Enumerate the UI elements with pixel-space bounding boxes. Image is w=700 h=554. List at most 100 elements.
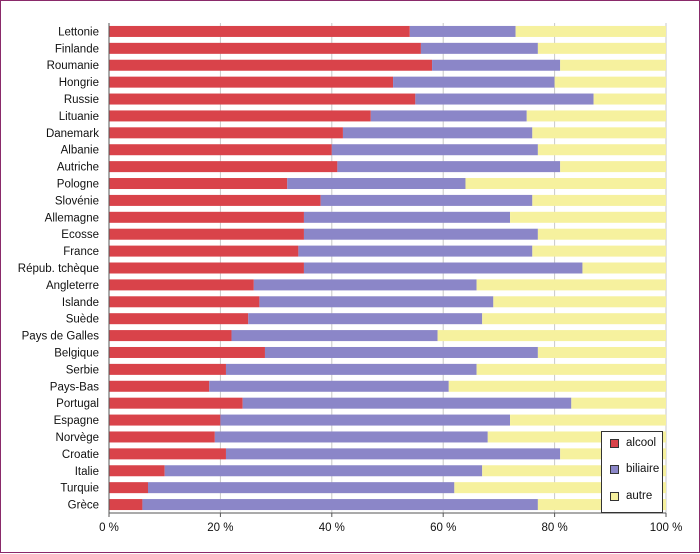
category-label: Roumanie [47,60,99,72]
bar-segment-alcool [109,296,260,308]
category-label: Pays de Galles [22,331,100,343]
bar-segment-alcool [109,499,143,511]
bar-segment-alcool [109,59,433,71]
x-tick-label: 40 % [319,522,345,534]
legend-item-autre: autre [610,489,652,503]
bar-segment-biliaire [342,127,533,139]
bar-segment-alcool [109,414,221,426]
bar-segment-autre [532,127,666,139]
bar-segment-biliaire [337,161,561,173]
bar-segment-biliaire [248,313,483,325]
bar-segment-biliaire [147,482,455,494]
bar-segment-alcool [109,211,304,223]
bar-segment-alcool [109,110,371,122]
bar-segment-autre [571,397,666,409]
bar-segment-biliaire [214,431,488,443]
category-label: Russie [64,94,99,106]
bar-segment-biliaire [259,296,494,308]
bar-segment-autre [526,110,666,122]
bar-segment-alcool [109,144,332,156]
bar-segment-autre [476,279,666,291]
bar-segment-alcool [109,245,299,257]
bar-segment-autre [476,363,666,375]
bar-segment-autre [537,228,666,240]
category-label: Turquie [60,483,99,495]
bar-segment-biliaire [225,363,477,375]
bar-segment-biliaire [220,414,511,426]
bar-segment-biliaire [303,211,511,223]
bar-segment-autre [532,245,666,257]
bar-segment-autre [554,76,666,88]
category-label: Suède [66,314,99,326]
x-tick-label: 100 % [650,522,683,534]
bar-segment-autre [510,211,666,223]
bar-segment-alcool [109,330,232,342]
category-label: Lettonie [58,26,99,38]
category-label: Allemagne [45,212,99,224]
bar-segment-biliaire [264,346,538,358]
bars [109,25,666,511]
category-label: Ecosse [61,229,99,241]
bar-segment-autre [582,262,666,274]
bar-segment-autre [465,178,666,190]
bar-segment-biliaire [303,262,583,274]
bar-segment-autre [537,42,666,54]
category-label: Finlande [55,43,99,55]
category-label: Serbie [66,364,99,376]
category-label: Portugal [56,398,99,410]
bar-segment-biliaire [298,245,533,257]
category-label: Lituanie [59,111,99,123]
bar-segment-biliaire [370,110,527,122]
bar-segment-autre [515,25,666,37]
legend: alcool biliaire autre [601,431,663,513]
category-labels: Lettonie Finlande Roumanie Hongrie Russie Lit… [18,26,99,511]
bar-segment-alcool [109,228,304,240]
category-label: Angleterre [46,280,99,292]
bar-segment-autre [482,313,666,325]
bar-segment-autre [482,465,666,477]
category-label: Répub. tchèque [18,263,99,275]
category-label: Albanie [61,145,99,157]
bar-segment-alcool [109,76,394,88]
bar-segment-alcool [109,380,210,392]
bar-segment-alcool [109,346,265,358]
bar-segment-alcool [109,194,321,206]
legend-swatch-biliaire [610,464,619,474]
category-label: Espagne [54,415,99,427]
legend-label-biliaire: biliaire [626,463,660,475]
bar-segment-alcool [109,313,249,325]
bar-segment-alcool [109,178,288,190]
bar-segment-alcool [109,127,343,139]
bar-segment-autre [593,93,666,105]
bar-segment-alcool [109,448,226,460]
bar-segment-biliaire [331,144,538,156]
category-label: Islande [62,297,99,309]
bar-segment-autre [560,161,666,173]
category-label: Hongrie [59,77,99,89]
bar-segment-autre [560,59,666,71]
category-label: Pays-Bas [50,381,99,393]
bar-segment-biliaire [164,465,483,477]
legend-item-alcool: alcool [610,436,656,450]
bar-segment-biliaire [415,93,594,105]
bar-segment-biliaire [142,499,538,511]
bar-segment-alcool [109,431,215,443]
x-tick-label: 80 % [541,522,567,534]
bar-segment-alcool [109,262,304,274]
bar-segment-biliaire [253,279,477,291]
bar-segment-autre [493,296,666,308]
legend-swatch-alcool [610,438,619,448]
x-tick-label: 20 % [207,522,233,534]
category-label: France [63,246,99,258]
category-label: Italie [75,466,99,478]
bar-segment-autre [537,346,666,358]
category-label: Pologne [57,179,99,191]
bar-segment-alcool [109,93,416,105]
legend-label-autre: autre [626,490,653,502]
bar-segment-alcool [109,397,243,409]
category-label: Autriche [57,162,99,174]
legend-swatch-autre [610,491,619,501]
category-label: Belgique [54,347,99,359]
